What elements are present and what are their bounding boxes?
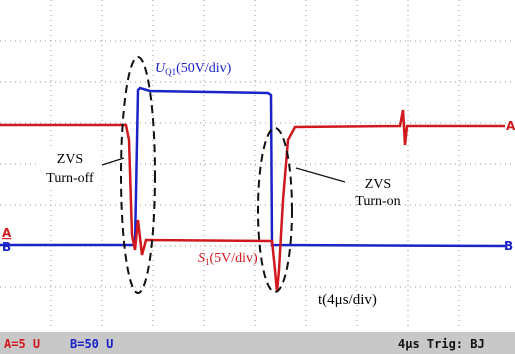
marker-b: B (2, 240, 11, 254)
status-a: A=5 U (4, 337, 40, 351)
status-timebase: 4µs Trig: BJ (398, 337, 485, 351)
time-label: t(4μs/div) (318, 292, 377, 308)
marker-a: A (2, 226, 12, 240)
page: ZVS Turn-off ZVS Turn-on UQ1(50V/div) S1… (0, 0, 515, 354)
annotation: ZVS (57, 152, 83, 167)
label-scale: (50V/div) (176, 61, 232, 76)
status-bar: A=5 U B=50 U 4µs Trig: BJ (0, 332, 515, 354)
label-sub: Q1 (165, 67, 176, 77)
label-scale: (5V/div) (210, 251, 259, 266)
status-b: B=50 U (70, 337, 113, 351)
annotation: Turn-on (355, 194, 400, 209)
oscilloscope-screen: ZVS Turn-off ZVS Turn-on UQ1(50V/div) S1… (0, 0, 515, 354)
annotation: Turn-off (46, 171, 94, 186)
marker-a: A (506, 119, 515, 133)
annotation: ZVS (365, 177, 391, 192)
marker-b: B (504, 239, 513, 253)
label-main: S (198, 251, 205, 266)
